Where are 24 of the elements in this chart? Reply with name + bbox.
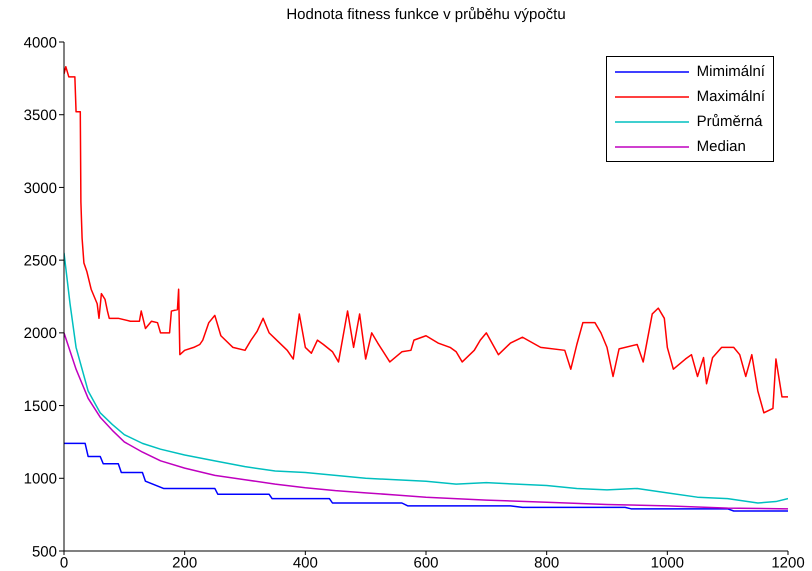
line-series: [64, 332, 788, 510]
x-tick-label: 400: [292, 554, 318, 571]
x-tick-label: 800: [534, 554, 560, 571]
legend-label: Mimimální: [696, 63, 765, 80]
y-tick-label: 3000: [24, 180, 57, 197]
x-tick-label: 1200: [771, 554, 805, 571]
x-tick-label: 0: [60, 554, 68, 571]
line-series: [64, 442, 788, 512]
legend-label: Maximální: [696, 88, 765, 105]
legend-label: Průměrná: [696, 113, 762, 130]
legend-label: Median: [696, 138, 746, 155]
y-tick-label: 1500: [24, 398, 57, 415]
x-tick-label: 200: [172, 554, 198, 571]
y-tick-label: 3500: [24, 107, 57, 124]
y-tick-label: 1000: [24, 470, 57, 488]
x-tick-label: 600: [413, 554, 439, 571]
y-tick-label: 2000: [24, 325, 57, 342]
line-series: [64, 66, 788, 414]
line-series: [64, 252, 788, 504]
chart-title: Hodnota fitness funkce v průběhu výpočtu: [285, 6, 567, 23]
y-tick-label: 4000: [24, 34, 57, 52]
y-tick-label: 500: [32, 543, 57, 560]
y-tick-label: 2500: [24, 252, 57, 270]
x-tick-label: 1000: [650, 554, 684, 571]
